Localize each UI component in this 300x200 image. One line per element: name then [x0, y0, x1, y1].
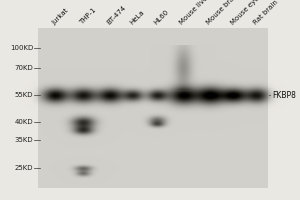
Text: Mouse liver: Mouse liver: [179, 0, 211, 26]
Text: HL60: HL60: [153, 9, 170, 26]
Text: 25KD: 25KD: [14, 165, 33, 171]
Text: 40KD: 40KD: [14, 119, 33, 125]
Text: BT-474: BT-474: [106, 5, 127, 26]
Text: HeLa: HeLa: [129, 9, 146, 26]
Text: Mouse eye: Mouse eye: [230, 0, 260, 26]
Text: Mouse brain: Mouse brain: [206, 0, 240, 26]
Text: 100KD: 100KD: [10, 45, 33, 51]
Text: 55KD: 55KD: [14, 92, 33, 98]
Text: FKBP8: FKBP8: [272, 90, 296, 99]
Text: THP-1: THP-1: [79, 7, 98, 26]
Text: 70KD: 70KD: [14, 65, 33, 71]
Text: Rat brain: Rat brain: [253, 0, 280, 26]
Text: 35KD: 35KD: [14, 137, 33, 143]
Text: Jurkat: Jurkat: [51, 7, 69, 26]
